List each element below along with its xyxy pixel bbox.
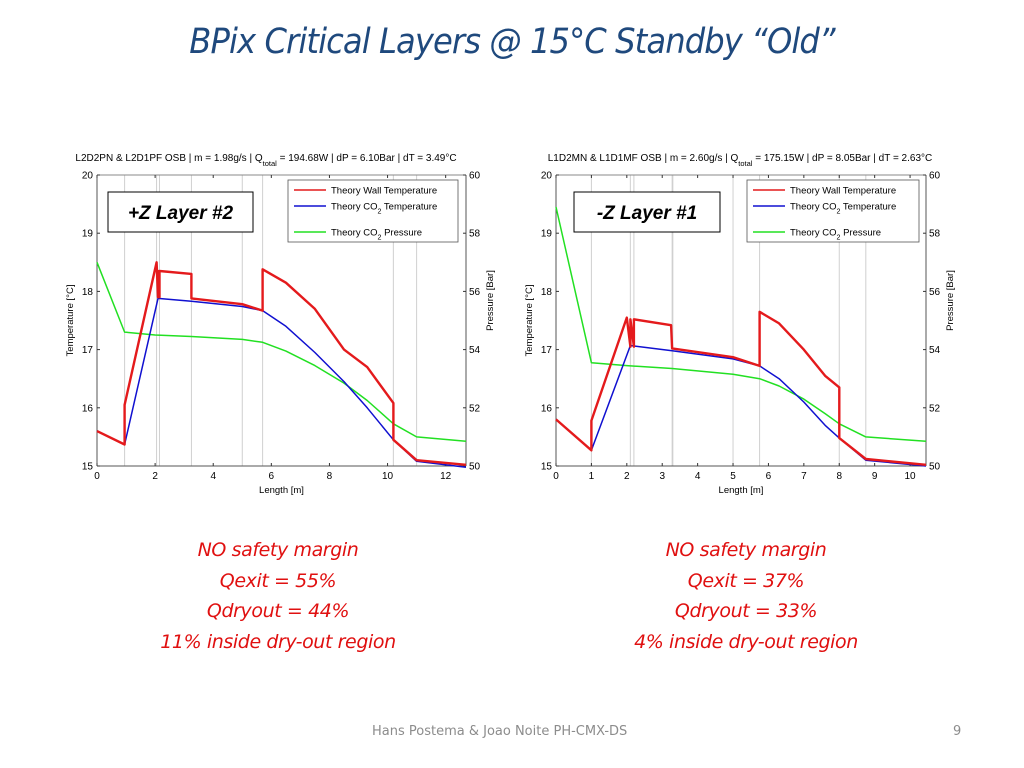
series-line-co2-pressure: [555, 206, 927, 443]
legend-label: Theory CO2 Pressure: [331, 228, 422, 242]
x-tick-label: 10: [382, 471, 394, 482]
x-tick-label: 8: [327, 471, 333, 482]
x-tick-label: 7: [801, 471, 807, 482]
note-safety-margin: NO safety margin: [665, 539, 827, 561]
y-tick-label: 15: [82, 462, 94, 473]
note-left: NO safety margin Qexit = 55% Qdryout = 4…: [108, 535, 448, 657]
y-tick-label: 17: [82, 345, 94, 356]
note-dryout-region: 4% inside dry-out region: [634, 630, 858, 653]
page-number: 9: [953, 724, 962, 739]
y-tick-label: 18: [541, 287, 553, 298]
note-dryout-region: 11% inside dry-out region: [160, 630, 396, 653]
x-tick-label: 0: [94, 471, 100, 482]
y-axis-label: Temperature [°C]: [524, 285, 535, 357]
note-qdryout: Qdryout = 33%: [674, 600, 818, 622]
x-tick-label: 2: [624, 471, 630, 482]
layer-label-box: [573, 191, 721, 233]
y-axis-label: Temperature [°C]: [65, 285, 76, 357]
y-tick-label: 19: [541, 229, 553, 240]
y2-tick-label: 58: [469, 229, 481, 240]
legend-label: Theory Wall Temperature: [790, 186, 896, 197]
y2-tick-label: 52: [929, 403, 941, 414]
y2-axis-label: Pressure [Bar]: [945, 270, 956, 331]
y2-axis-label: Pressure [Bar]: [485, 270, 496, 331]
layer-label-box: [107, 191, 254, 233]
note-qexit: Qexit = 55%: [219, 569, 337, 592]
y2-tick-label: 58: [929, 229, 941, 240]
y2-tick-label: 50: [469, 462, 481, 473]
y2-tick-label: 56: [929, 287, 941, 298]
x-tick-label: 6: [766, 471, 772, 482]
note-qdryout: Qdryout = 44%: [206, 600, 350, 622]
note-safety-margin: NO safety margin: [197, 539, 359, 561]
y2-tick-label: 54: [929, 345, 941, 356]
x-tick-label: 3: [659, 471, 665, 482]
x-tick-label: 5: [730, 471, 736, 482]
y-tick-label: 15: [541, 462, 553, 473]
y-tick-label: 19: [82, 229, 94, 240]
y2-tick-label: 54: [469, 345, 481, 356]
y2-tick-label: 52: [469, 403, 481, 414]
x-tick-label: 9: [872, 471, 878, 482]
x-tick-label: 1: [589, 471, 595, 482]
layer-label: -Z Layer #1: [597, 203, 697, 224]
x-tick-label: 4: [695, 471, 701, 482]
legend-label: Theory CO2 Pressure: [790, 228, 881, 242]
x-axis-label: Length [m]: [259, 485, 304, 496]
y2-tick-label: 60: [469, 171, 481, 182]
slide-title: BPix Critical Layers @ 15°C Standby “Old…: [189, 22, 835, 62]
chart-title: L2D2PN & L2D1PF OSB | m = 1.98g/s | Qtot…: [75, 153, 456, 168]
series-line-wall: [96, 261, 467, 466]
note-right: NO safety margin Qexit = 37% Qdryout = 3…: [576, 535, 916, 657]
y-tick-label: 18: [82, 287, 94, 298]
x-tick-label: 10: [905, 471, 917, 482]
y-tick-label: 20: [82, 171, 94, 182]
note-qexit: Qexit = 37%: [687, 569, 805, 592]
footer-authors: Hans Postema & Joao Noite PH-CMX-DS: [372, 724, 628, 739]
x-tick-label: 0: [553, 471, 559, 482]
layer-label: +Z Layer #2: [128, 203, 234, 224]
chart-title: L1D2MN & L1D1MF OSB | m = 2.60g/s | Qtot…: [548, 153, 933, 168]
x-tick-label: 8: [836, 471, 842, 482]
legend-label: Theory Wall Temperature: [331, 186, 437, 197]
x-tick-label: 2: [152, 471, 158, 482]
y2-tick-label: 50: [929, 462, 941, 473]
legend-label: Theory CO2 Temperature: [331, 202, 437, 216]
x-tick-label: 6: [269, 471, 275, 482]
y2-tick-label: 56: [469, 287, 481, 298]
y2-tick-label: 60: [929, 171, 941, 182]
x-tick-label: 12: [440, 471, 452, 482]
y-tick-label: 20: [541, 171, 553, 182]
y-tick-label: 16: [82, 403, 94, 414]
series-line-wall: [555, 310, 927, 466]
legend-label: Theory CO2 Temperature: [790, 202, 896, 216]
y-tick-label: 16: [541, 403, 553, 414]
x-tick-label: 4: [210, 471, 216, 482]
x-axis-label: Length [m]: [719, 485, 764, 496]
y-tick-label: 17: [541, 345, 553, 356]
